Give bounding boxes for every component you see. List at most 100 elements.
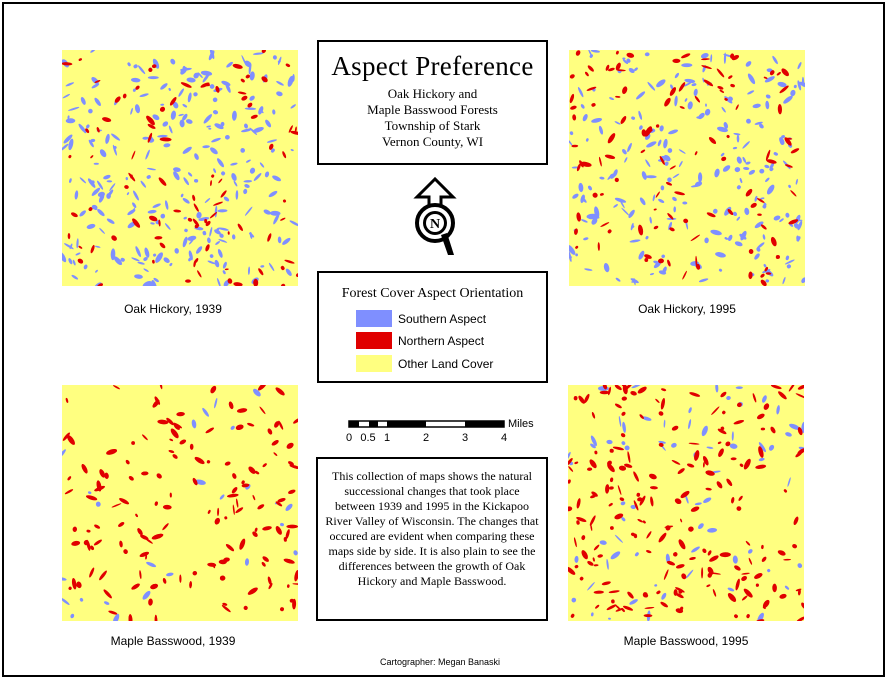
- aspect-patch: [762, 606, 766, 609]
- aspect-patch: [85, 128, 90, 134]
- aspect-patch: [168, 125, 173, 134]
- aspect-patch: [164, 200, 169, 210]
- map-title: Aspect Preference: [331, 51, 534, 81]
- aspect-patch: [218, 178, 223, 184]
- aspect-patch: [213, 563, 216, 569]
- aspect-patch: [261, 76, 268, 83]
- aspect-patch: [653, 208, 657, 211]
- aspect-patch: [106, 218, 115, 224]
- aspect-patch: [743, 166, 750, 171]
- aspect-patch: [90, 138, 96, 143]
- aspect-patch: [183, 216, 187, 220]
- aspect-patch: [576, 498, 581, 509]
- aspect-patch: [67, 476, 72, 481]
- aspect-patch: [709, 555, 719, 562]
- aspect-patch: [62, 577, 67, 581]
- aspect-patch: [747, 90, 755, 95]
- aspect-patch: [634, 552, 639, 557]
- legend-label: Other Land Cover: [398, 356, 494, 371]
- aspect-patch: [86, 529, 91, 533]
- aspect-patch: [106, 448, 118, 455]
- aspect-patch: [192, 477, 198, 486]
- aspect-patch: [785, 432, 792, 437]
- aspect-patch: [757, 213, 762, 216]
- aspect-patch: [147, 123, 156, 129]
- aspect-patch: [218, 239, 228, 243]
- aspect-patch: [624, 463, 633, 468]
- aspect-patch: [797, 427, 803, 436]
- aspect-patch: [712, 208, 718, 214]
- caption-oak-hickory-1995: Oak Hickory, 1995: [638, 302, 736, 316]
- aspect-patch: [146, 167, 157, 171]
- aspect-patch: [631, 116, 636, 120]
- aspect-patch: [114, 96, 121, 103]
- aspect-patch: [180, 82, 192, 88]
- aspect-patch: [273, 213, 280, 225]
- aspect-patch: [151, 280, 157, 286]
- aspect-patch: [160, 103, 165, 106]
- aspect-patch: [584, 393, 590, 404]
- aspect-patch: [614, 403, 622, 409]
- aspect-patch: [130, 77, 141, 83]
- aspect-patch: [717, 441, 722, 445]
- aspect-patch: [75, 252, 81, 256]
- aspect-patch: [212, 110, 219, 115]
- aspect-patch: [159, 137, 172, 142]
- aspect-patch: [154, 236, 163, 240]
- aspect-patch: [572, 193, 579, 199]
- aspect-patch: [249, 71, 255, 81]
- aspect-patch: [97, 209, 105, 217]
- aspect-patch: [717, 126, 728, 133]
- aspect-patch: [90, 50, 96, 53]
- aspect-patch: [658, 442, 664, 447]
- aspect-patch: [223, 557, 230, 562]
- aspect-patch: [727, 587, 735, 592]
- aspect-patch: [231, 487, 238, 494]
- aspect-patch: [641, 129, 647, 137]
- aspect-patch: [268, 583, 273, 590]
- aspect-patch: [667, 177, 672, 183]
- aspect-patch: [661, 388, 667, 392]
- aspect-patch: [787, 477, 791, 487]
- aspect-patch: [704, 237, 709, 244]
- subtitle-line: Township of Stark: [384, 118, 481, 133]
- aspect-patch: [569, 74, 575, 79]
- aspect-patch: [763, 403, 770, 410]
- aspect-patch: [633, 500, 639, 511]
- aspect-patch: [756, 242, 765, 249]
- aspect-patch: [614, 121, 621, 125]
- aspect-patch: [726, 478, 733, 487]
- aspect-patch: [748, 169, 756, 175]
- aspect-patch: [137, 261, 145, 265]
- aspect-patch: [202, 145, 210, 149]
- aspect-patch: [132, 202, 137, 208]
- aspect-patch: [152, 58, 160, 69]
- aspect-patch: [62, 597, 70, 605]
- aspect-patch: [214, 259, 220, 268]
- aspect-patch: [637, 518, 643, 523]
- aspect-patch: [571, 144, 579, 148]
- aspect-patch: [624, 445, 630, 451]
- aspect-patch: [151, 533, 164, 540]
- aspect-patch: [616, 69, 626, 72]
- aspect-patch: [652, 194, 656, 202]
- aspect-patch: [197, 270, 202, 278]
- aspect-patch: [275, 387, 285, 396]
- aspect-patch: [745, 540, 751, 546]
- aspect-patch: [571, 597, 577, 603]
- aspect-patch: [159, 242, 166, 249]
- aspect-patch: [289, 220, 298, 227]
- aspect-patch: [720, 391, 727, 398]
- aspect-patch: [726, 395, 731, 401]
- aspect-patch: [268, 190, 278, 198]
- aspect-patch: [646, 531, 652, 539]
- aspect-patch: [569, 250, 572, 263]
- aspect-patch: [724, 96, 733, 104]
- aspect-patch: [745, 61, 752, 67]
- aspect-patch: [605, 64, 610, 71]
- aspect-patch: [151, 64, 157, 69]
- aspect-patch: [637, 386, 647, 394]
- aspect-patch: [762, 234, 766, 240]
- map-maple-basswood-1939: [62, 385, 298, 621]
- aspect-patch: [81, 463, 88, 474]
